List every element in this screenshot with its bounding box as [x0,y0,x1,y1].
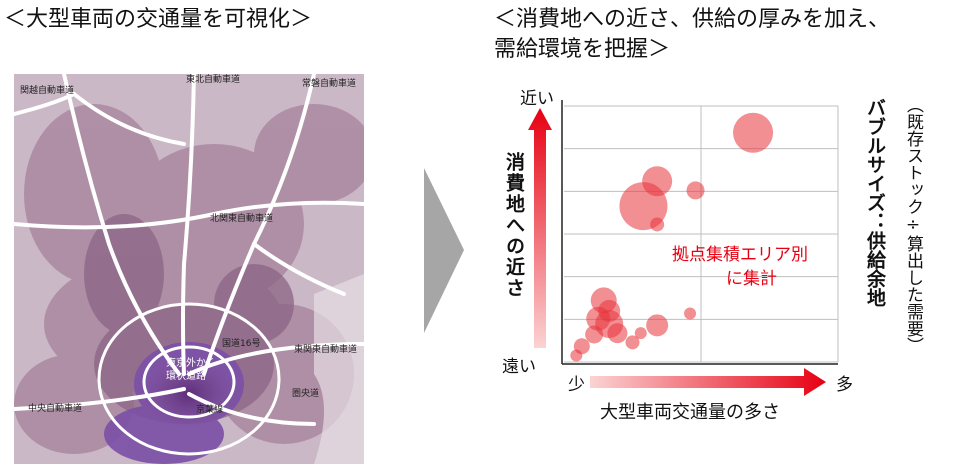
bubble-9 [607,323,628,344]
label-tohoku: 東北自動車道 [186,74,240,85]
bubble-chart: 近い 遠い 少 多 大型車両交通量の多さ 拠点集積エリア別 に集計 [502,89,853,423]
label-chuo: 中央自動車道 [28,402,82,414]
right-title-line1: ＜消費地への近さ、供給の厚みを加え、 [494,7,891,32]
bubble-14 [570,349,583,362]
y-gradient-arrow [528,108,552,348]
chart-grid [564,105,839,363]
bubble-size-subnote: （既存ストック÷算出した需要） [903,96,923,354]
label-route16: 国道16号 [222,337,260,349]
transition-arrow [424,168,464,333]
bubble-4 [650,217,665,232]
svg-text:環状道路: 環状道路 [166,369,206,382]
label-kitakanto: 北関東自動車道 [210,212,273,224]
label-keiyo: 京葉線 [196,403,223,415]
bubble-2 [686,181,705,200]
bubble-15 [625,335,640,350]
bubble-0 [733,112,774,153]
traffic-heat-map: 関越自動車道 東北自動車道 常磐自動車道 北関東自動車道 国道16号 東関東自動… [14,74,364,464]
bubble-10 [646,314,669,337]
y-bottom-label: 遠い [502,357,536,377]
expressways [14,74,364,426]
svg-text:東京外かく: 東京外かく [166,356,216,369]
bubble-12 [585,325,604,344]
map-labels: 関越自動車道 東北自動車道 常磐自動車道 北関東自動車道 国道16号 東関東自動… [20,74,357,415]
x-right-label: 多 [836,375,853,395]
bubble-16 [634,327,647,340]
bubbles [570,112,774,362]
x-left-label: 少 [568,375,585,395]
label-kanetsu: 関越自動車道 [20,84,74,96]
y-top-label: 近い [520,89,554,109]
x-gradient-arrow [590,368,826,396]
annotation-line2: に集計 [726,269,777,289]
label-joban: 常磐自動車道 [302,77,356,89]
label-tateyama: 圏央道 [292,387,319,399]
bubble-size-note: バブルサイズ：供給余地 [864,98,886,307]
annotation-line1: 拠点集積エリア別 [672,245,808,265]
y-axis-title: 消費地への近さ [503,152,525,299]
bubble-11 [684,307,697,320]
label-higashikanto: 東関東自動車道 [294,343,357,355]
x-axis-title: 大型車両交通量の多さ [600,402,780,423]
map-graphic: 関越自動車道 東北自動車道 常磐自動車道 北関東自動車道 国道16号 東関東自動… [14,74,364,464]
right-title-line2: 需給環境を把握＞ [494,37,671,62]
ring-roads [97,302,281,456]
left-title: ＜大型車両の交通量を可視化＞ [4,7,313,32]
gaikan-label: 東京外かく 環状道路 [166,356,216,382]
